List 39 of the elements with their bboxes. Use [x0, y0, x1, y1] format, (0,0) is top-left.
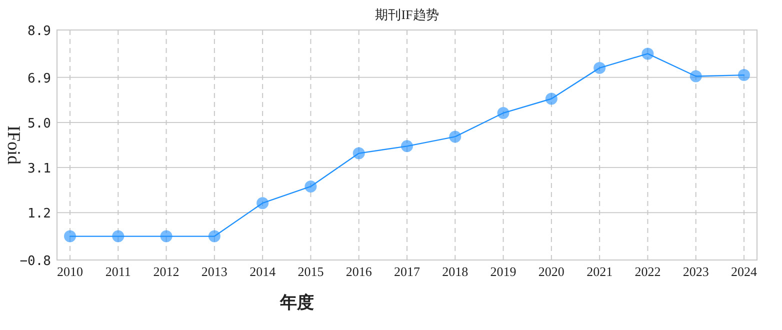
- chart-title: 期刊IF趋势: [375, 7, 439, 22]
- y-tick-label: 1.2: [28, 206, 51, 222]
- point: [738, 69, 750, 82]
- x-tick-label: 2013: [201, 264, 228, 279]
- x-tick-label: 2021: [586, 264, 613, 279]
- point: [256, 197, 269, 210]
- x-tick-label: 2014: [250, 264, 276, 279]
- y-tick-label: 5.0: [28, 116, 51, 132]
- y-tick-label: 8.9: [28, 24, 51, 39]
- point: [112, 230, 124, 242]
- point: [208, 230, 220, 242]
- y-tick-label: 6.9: [28, 71, 51, 86]
- point: [352, 147, 365, 160]
- x-tick-label: 2019: [490, 264, 516, 279]
- point: [304, 180, 317, 192]
- x-tick-label: 2011: [105, 264, 131, 279]
- point: [690, 70, 702, 82]
- x-tick-label: 2020: [538, 264, 564, 279]
- point: [401, 140, 413, 152]
- y-axis-title: IFoid: [4, 125, 24, 165]
- point: [160, 230, 172, 242]
- x-tick-label: 2010: [57, 264, 83, 279]
- point: [497, 106, 510, 119]
- x-tick-label: 2015: [298, 264, 324, 279]
- point: [64, 230, 76, 242]
- x-tick-label: 2017: [394, 264, 420, 279]
- x-tick-label: 2024: [731, 264, 758, 279]
- point: [449, 130, 462, 143]
- point: [594, 62, 606, 74]
- point: [642, 48, 654, 60]
- x-tick-label: 2018: [442, 264, 468, 279]
- x-tick-label: 2016: [346, 264, 372, 279]
- y-tick-label: −0.8: [20, 254, 51, 269]
- x-tick-label: 2022: [634, 264, 661, 279]
- x-axis-title: 年度: [279, 293, 314, 312]
- point: [545, 92, 558, 105]
- y-tick-label: 3.1: [28, 162, 51, 177]
- x-tick-label: 2023: [682, 264, 709, 279]
- x-tick-label: 2012: [153, 264, 180, 279]
